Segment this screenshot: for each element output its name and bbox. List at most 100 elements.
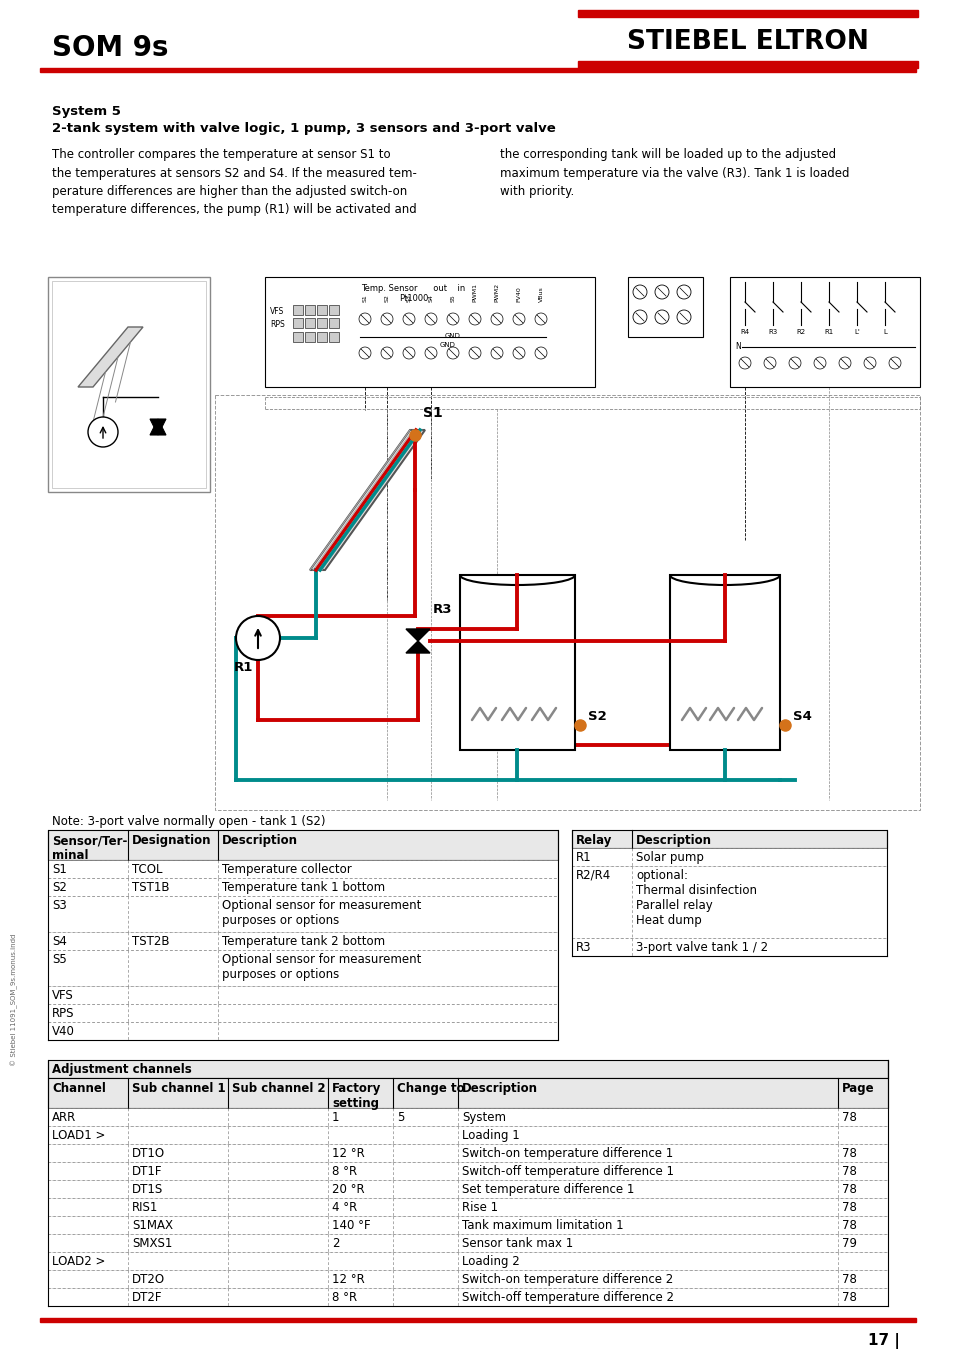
Circle shape [863,356,875,369]
Text: 4 °R: 4 °R [332,1202,356,1214]
Text: Channel: Channel [52,1081,106,1095]
Text: 78: 78 [841,1219,856,1233]
Polygon shape [150,418,166,435]
Text: 78: 78 [841,1183,856,1196]
Text: DT2F: DT2F [132,1291,162,1304]
Polygon shape [406,629,430,641]
Text: The controller compares the temperature at sensor S1 to
the temperatures at sens: The controller compares the temperature … [52,148,416,216]
Text: Page: Page [841,1081,874,1095]
Text: Adjustment channels: Adjustment channels [52,1062,192,1076]
Text: Description: Description [461,1081,537,1095]
Bar [40,68,915,72]
Text: S2: S2 [384,294,389,302]
Text: PWM1: PWM1 [472,284,477,302]
Text: RIS1: RIS1 [132,1202,158,1214]
Bar [459,575,575,751]
Bar [48,986,558,1004]
Bar [572,938,886,956]
Circle shape [513,347,524,359]
Text: S1: S1 [52,863,67,876]
Circle shape [838,356,850,369]
Text: Loading 2: Loading 2 [461,1256,519,1268]
Circle shape [739,356,750,369]
Circle shape [491,347,502,359]
Bar [48,1162,887,1180]
Text: S4: S4 [428,294,433,302]
Text: 79: 79 [841,1237,856,1250]
Text: 2-tank system with valve logic, 1 pump, 3 sensors and 3-port valve: 2-tank system with valve logic, 1 pump, … [52,122,556,135]
Text: Optional sensor for measurement
purposes or options: Optional sensor for measurement purposes… [222,953,421,981]
Text: Description: Description [222,834,297,846]
Text: optional:
Thermal disinfection
Parallel relay
Heat dump: optional: Thermal disinfection Parallel … [636,869,757,927]
Text: 12 °R: 12 °R [332,1148,364,1160]
Bar [48,830,558,860]
Bar [572,848,886,865]
Text: S3: S3 [406,294,411,302]
Text: 78: 78 [841,1148,856,1160]
Text: S2: S2 [587,710,606,724]
Bar [48,277,210,491]
Circle shape [358,347,371,359]
Bar [293,305,303,315]
Text: S4: S4 [52,936,67,948]
Bar [305,332,314,342]
Text: R1: R1 [576,850,591,864]
Text: Note: 3-port valve normally open - tank 1 (S2): Note: 3-port valve normally open - tank … [52,815,325,828]
Text: GND: GND [445,333,460,339]
Circle shape [655,285,668,298]
Text: S2: S2 [52,882,67,894]
Text: VBus: VBus [537,286,543,302]
Bar [48,1270,887,1288]
Text: Switch-off temperature difference 1: Switch-off temperature difference 1 [461,1165,673,1179]
Bar [293,319,303,328]
Circle shape [491,313,502,325]
Text: RPS: RPS [270,320,284,329]
Text: VFS: VFS [270,306,284,316]
Text: 78: 78 [841,1165,856,1179]
Bar [572,830,886,848]
Bar [316,305,327,315]
Bar [48,931,558,950]
Text: 3-port valve tank 1 / 2: 3-port valve tank 1 / 2 [636,941,767,954]
Bar [265,277,595,387]
Text: © Stiebel 11091_SOM_9s.monus.indd: © Stiebel 11091_SOM_9s.monus.indd [10,934,18,1066]
Polygon shape [310,431,424,570]
Text: R3: R3 [433,603,452,616]
Text: Temperature tank 2 bottom: Temperature tank 2 bottom [222,936,385,948]
Text: the corresponding tank will be loaded up to the adjusted
maximum temperature via: the corresponding tank will be loaded up… [499,148,848,198]
Text: Sensor tank max 1: Sensor tank max 1 [461,1237,573,1250]
Text: Description: Description [636,834,711,846]
Circle shape [535,313,546,325]
Text: Rise 1: Rise 1 [461,1202,497,1214]
Text: DT2O: DT2O [132,1273,165,1287]
Text: 20 °R: 20 °R [332,1183,364,1196]
Text: S1: S1 [422,406,442,420]
Text: LOAD1 >: LOAD1 > [52,1129,105,1142]
Bar [329,319,338,328]
Bar [48,878,558,896]
Bar [48,950,558,986]
Text: Factory
setting: Factory setting [332,1081,381,1110]
Text: L': L' [853,329,859,335]
Text: 78: 78 [841,1202,856,1214]
Text: 1: 1 [332,1111,339,1125]
Text: 12 °R: 12 °R [332,1273,364,1287]
Circle shape [469,347,480,359]
Bar [669,575,780,751]
Circle shape [380,347,393,359]
Text: TST1B: TST1B [132,882,170,894]
Circle shape [358,313,371,325]
Circle shape [763,356,775,369]
Bar [48,1180,887,1197]
Text: SMXS1: SMXS1 [132,1237,172,1250]
Text: Sub channel 2: Sub channel 2 [232,1081,325,1095]
Text: S5: S5 [450,294,455,302]
Bar [48,1004,558,1022]
Bar [578,61,917,68]
Text: Temperature collector: Temperature collector [222,863,352,876]
Bar [578,9,917,18]
Text: S5: S5 [52,953,67,967]
Text: DT1S: DT1S [132,1183,163,1196]
Text: STIEBEL ELTRON: STIEBEL ELTRON [626,28,868,55]
Bar [48,1197,887,1216]
